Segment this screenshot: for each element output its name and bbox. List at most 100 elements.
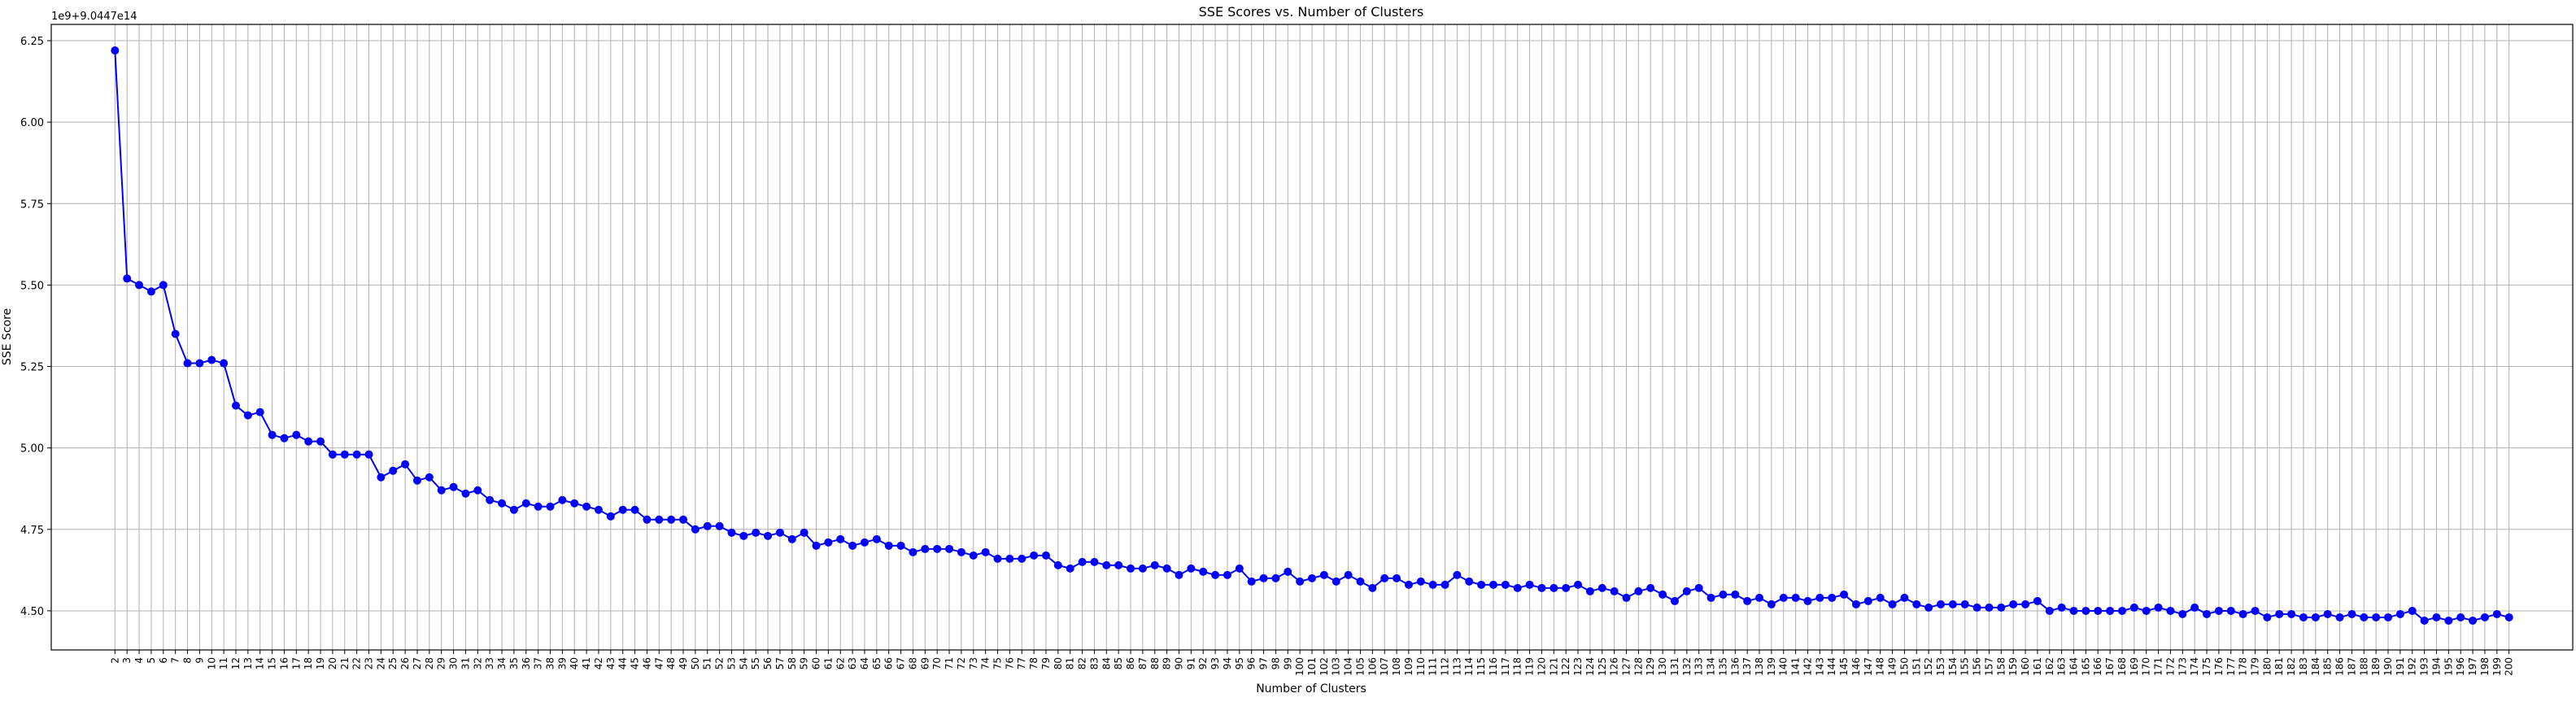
x-tick-label: 121 <box>1548 657 1559 676</box>
data-point-marker <box>618 505 627 514</box>
data-point-marker <box>957 547 965 556</box>
x-tick-label: 106 <box>1366 657 1378 676</box>
x-tick-label: 25 <box>387 657 399 669</box>
x-tick-label: 31 <box>460 657 471 669</box>
data-point-marker <box>1828 593 1837 602</box>
data-point-marker <box>2504 613 2513 621</box>
x-tick-label: 8 <box>182 657 194 664</box>
x-tick-label: 33 <box>484 657 495 669</box>
x-tick-label: 3 <box>121 657 133 664</box>
x-tick-label: 110 <box>1415 657 1427 676</box>
x-tick-label: 27 <box>412 657 423 669</box>
x-tick-label: 66 <box>883 657 895 669</box>
x-tick-label: 158 <box>1995 657 2007 676</box>
data-point-marker <box>1851 600 1860 608</box>
x-tick-label: 87 <box>1137 657 1149 669</box>
data-point-marker <box>1356 577 1365 586</box>
data-point-marker <box>1912 600 1921 608</box>
x-tick-label: 46 <box>641 657 652 669</box>
data-point-marker <box>1574 580 1583 589</box>
y-gridlines <box>51 40 2573 612</box>
data-point-marker <box>2094 606 2103 615</box>
x-tick-label: 61 <box>822 657 834 669</box>
x-gridlines <box>114 24 2510 650</box>
x-tick-label: 101 <box>1306 657 1318 676</box>
x-tick-label: 128 <box>1632 657 1644 676</box>
data-point-marker <box>159 281 168 290</box>
x-tick-label: 105 <box>1354 657 1366 676</box>
data-point-marker <box>1175 570 1183 579</box>
x-tick-label: 149 <box>1887 657 1898 676</box>
x-tick-label: 173 <box>2177 657 2188 676</box>
data-point-marker <box>1876 593 1885 602</box>
data-point-marker <box>2251 606 2260 615</box>
data-point-marker <box>1815 593 1824 602</box>
x-tick-label: 58 <box>787 657 798 669</box>
data-point-marker <box>981 547 990 556</box>
data-point-marker <box>606 512 615 521</box>
x-tick-label: 170 <box>2141 657 2152 676</box>
data-point-marker <box>425 473 434 482</box>
data-point-marker <box>352 450 361 459</box>
x-tick-label: 112 <box>1440 657 1451 676</box>
x-tick-label: 12 <box>230 657 242 669</box>
data-point-marker <box>800 528 809 537</box>
x-tick-label: 94 <box>1222 657 1233 669</box>
data-point-marker <box>2057 603 2066 612</box>
data-point-marker <box>1187 564 1196 573</box>
data-point-marker <box>679 515 688 524</box>
data-point-marker <box>2166 606 2175 615</box>
x-tick-label: 135 <box>1717 657 1728 676</box>
x-tick-label: 64 <box>859 657 870 669</box>
x-tick-label: 75 <box>992 657 1004 669</box>
data-point-marker <box>486 495 495 504</box>
x-tick-label: 168 <box>2116 657 2128 676</box>
data-point-marker <box>268 430 277 439</box>
x-tick-label: 89 <box>1162 657 1173 669</box>
x-tick-label: 42 <box>593 657 604 669</box>
x-tick-label: 125 <box>1597 657 1608 676</box>
x-tick-label: 86 <box>1125 657 1136 669</box>
data-point-marker <box>715 521 724 530</box>
data-point-marker <box>1368 583 1377 592</box>
x-tick-label: 157 <box>1983 657 1994 676</box>
y-tick-label: 4.50 <box>20 606 44 618</box>
x-tick-label: 166 <box>2092 657 2103 676</box>
data-point-marker <box>2190 603 2199 612</box>
data-point-marker <box>1658 590 1667 599</box>
x-tick-label: 180 <box>2261 657 2273 676</box>
x-tick-label: 185 <box>2322 657 2334 676</box>
x-tick-label: 179 <box>2249 657 2260 676</box>
x-tick-label: 55 <box>750 657 761 669</box>
x-tick-label: 119 <box>1524 657 1536 676</box>
data-point-marker <box>2384 613 2393 621</box>
data-point-marker <box>1767 600 1776 608</box>
x-tick-label: 140 <box>1778 657 1789 676</box>
data-point-marker <box>2360 613 2369 621</box>
data-point-marker <box>1743 596 1752 605</box>
x-tick-label: 155 <box>1959 657 1971 676</box>
x-tick-label: 182 <box>2286 657 2297 676</box>
data-point-marker <box>1948 600 1957 608</box>
data-point-marker <box>1694 583 1703 592</box>
data-point-marker <box>243 411 252 420</box>
x-tick-label: 38 <box>544 657 556 669</box>
x-tick-label: 98 <box>1270 657 1281 669</box>
x-tick-label: 145 <box>1838 657 1850 676</box>
x-tick-label: 40 <box>569 657 580 669</box>
x-tick-label: 122 <box>1560 657 1571 676</box>
x-tick-label: 44 <box>617 657 629 669</box>
data-point-marker <box>1501 580 1510 589</box>
data-point-marker <box>1078 557 1087 566</box>
x-tick-label: 81 <box>1065 657 1076 669</box>
data-point-marker <box>2129 603 2138 612</box>
data-point-marker <box>582 502 591 511</box>
x-tick-label: 73 <box>968 657 979 669</box>
x-tick-label: 77 <box>1016 657 1027 669</box>
x-tick-label: 111 <box>1427 657 1439 676</box>
data-point-marker <box>2469 616 2478 625</box>
x-tick-label: 164 <box>2068 657 2080 676</box>
data-point-marker <box>1223 570 1231 579</box>
x-tick-label: 19 <box>315 657 326 669</box>
x-tick-label: 21 <box>339 657 351 669</box>
